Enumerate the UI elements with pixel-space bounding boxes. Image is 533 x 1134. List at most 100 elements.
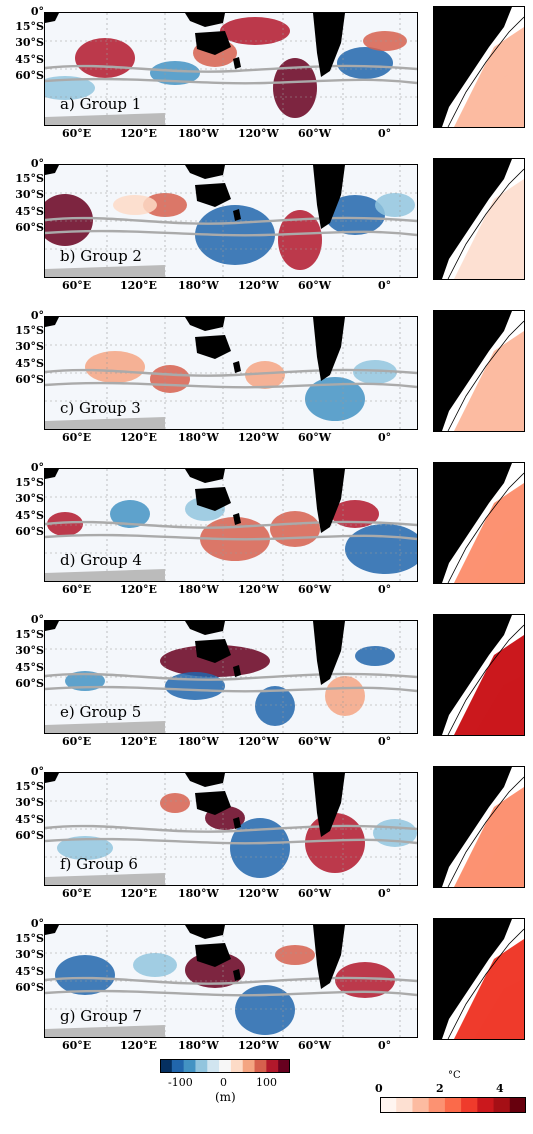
anomaly-blob [165,672,225,700]
colorbar-right-unit: °C [448,1070,461,1081]
colorbar-left-unit: (m) [215,1090,236,1104]
sst-inset-canvas [434,615,524,735]
storm-track-contour [45,976,417,985]
longitude-label: 60°E [62,1039,92,1052]
land-mass [195,639,231,663]
anomaly-map-canvas [45,165,417,277]
colorbar-swatch [396,1097,413,1113]
land-mass [313,925,345,989]
longitude-label: 180°W [178,279,219,292]
colorbar-left-tick-3: 100 [256,1076,277,1089]
sst-inset-map [433,6,525,128]
colorbar-geopotential [160,1058,291,1073]
latitude-label: 15°S [15,931,44,945]
anomaly-map [44,316,418,430]
anomaly-blob [375,193,415,217]
longitude-label: 120°E [120,279,157,292]
sst-inset-map [433,310,525,432]
anomaly-map-canvas [45,925,417,1037]
map-panel: 0° 15°S 30°S 45°S 60°S g) Group 7 60°E 120°E 180… [0,912,533,1062]
anomaly-blob [255,686,295,726]
latitude-label: 15°S [15,19,44,33]
longitude-label: 0° [378,1039,392,1052]
latitude-label: 0° [30,157,44,171]
antarctica [45,873,165,885]
sst-contour-line [447,472,524,583]
latitude-label: 60°S [15,981,44,994]
sst-inset-canvas [434,7,524,127]
latitude-label: 30°S [15,948,44,961]
land-mass [233,969,241,981]
anomaly-blob [133,953,177,977]
anomaly-blob [353,360,397,384]
anomaly-blob [220,17,290,45]
storm-track-contour [45,77,417,85]
longitude-label: 60°W [298,127,332,140]
sst-contour-line [447,320,524,431]
land-mass [195,943,231,967]
latitude-label: 45°S [15,356,44,370]
storm-track-contour [45,520,417,529]
colorbar-swatch [183,1059,196,1073]
land-mass [195,335,231,359]
latitude-label: 30°S [15,644,44,657]
sst-inset-canvas [434,767,524,887]
continent-landmass [434,919,512,1039]
land-mass [313,469,345,533]
longitude-label: 0° [378,431,392,444]
land-mass [313,13,345,77]
colorbar-sst [380,1097,527,1113]
anomaly-blob [85,351,145,383]
sst-contour-line [447,168,524,279]
land-mass [45,165,59,175]
panel-label: f) Group 6 [60,855,138,873]
storm-track-contour [45,533,417,541]
anomaly-blob [150,365,190,393]
longitude-label: 0° [378,735,392,748]
longitude-label: 60°W [298,1039,332,1052]
anomaly-map [44,620,418,734]
latitude-label: 60°S [15,221,44,234]
anomaly-blob [160,793,190,813]
storm-track-contour [45,381,417,389]
sst-anomaly-area [474,523,524,583]
anomaly-blob [345,524,417,574]
panel-label: b) Group 2 [60,247,142,265]
longitude-label: 60°E [62,887,92,900]
longitude-label: 120°W [238,887,279,900]
anomaly-map [44,12,418,126]
continent-landmass [434,615,512,735]
antarctica [45,113,165,125]
land-mass [233,209,241,221]
anomaly-blob [75,38,135,78]
land-mass [45,925,59,935]
land-mass [233,513,241,525]
sst-anomaly-area [474,979,524,1039]
latitude-label: 60°S [15,829,44,842]
storm-track-contour [45,368,417,377]
anomaly-map-canvas [45,773,417,885]
latitude-label: 60°S [15,69,44,82]
anomaly-blob [57,836,113,860]
anomaly-blob [273,58,317,118]
longitude-label: 60°W [298,583,332,596]
sst-anomaly-area [474,675,524,735]
anomaly-map-canvas [45,13,417,125]
sst-inset-map [433,918,525,1040]
anomaly-blob [305,377,365,421]
colorbar-swatch [254,1059,267,1073]
latitude-label: 45°S [15,964,44,978]
antarctica [45,721,165,733]
latitude-label: 30°S [15,492,44,505]
anomaly-blob [235,985,295,1035]
land-mass [233,817,241,829]
storm-track-contour [45,837,417,845]
sst-anomaly-area [474,827,524,887]
land-mass [45,469,59,479]
longitude-label: 120°W [238,279,279,292]
map-panel: 0° 15°S 30°S 45°S 60°S b) Group 2 60°E 120°E 180… [0,152,533,302]
map-panel: 0° 15°S 30°S 45°S 60°S f) Group 6 60°E 120°E 180… [0,760,533,910]
sst-inset-canvas [434,919,524,1039]
latitude-label: 60°S [15,525,44,538]
longitude-label: 0° [378,887,392,900]
